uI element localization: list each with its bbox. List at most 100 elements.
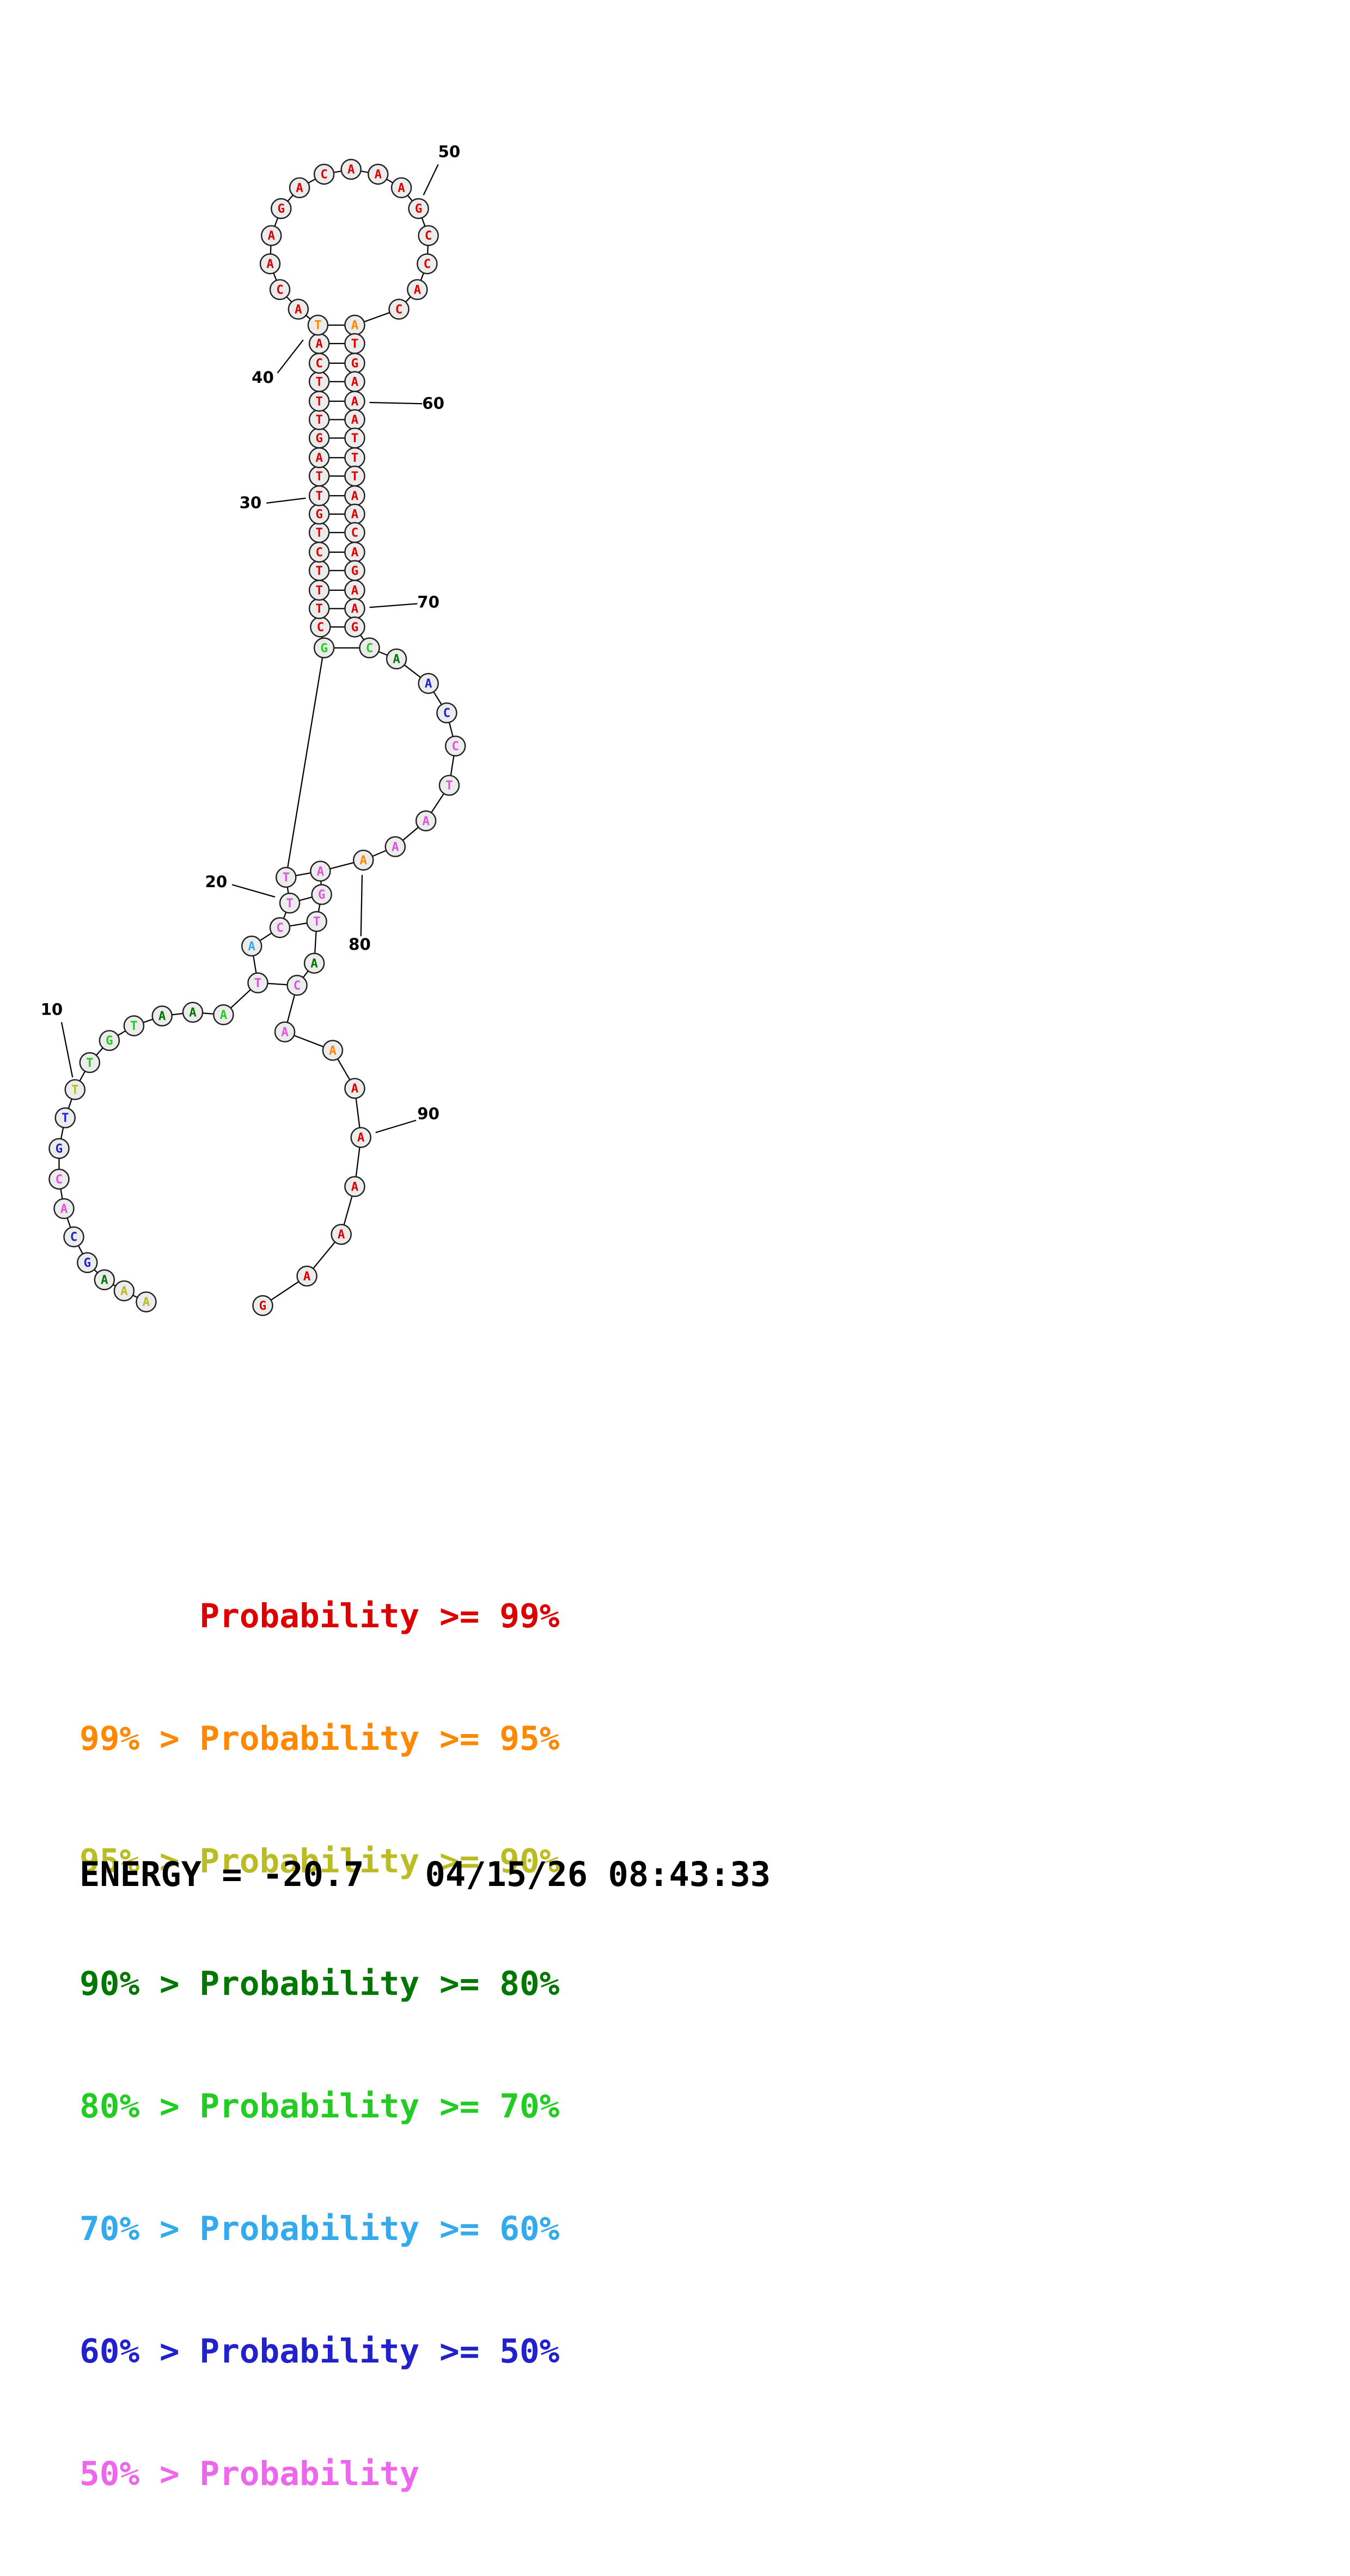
position-label: 30 [240,493,262,512]
nucleotide-letter: T [62,1111,69,1125]
nucleotide-letter: A [338,1228,345,1242]
nucleotide-letter: T [351,337,359,351]
nucleotide-circle [113,1280,135,1302]
nucleotide-letter: C [315,357,323,371]
nucleotide-letter: T [351,451,359,465]
nucleotide-letter: A [101,1273,108,1287]
nucleotide-circle [123,1015,145,1036]
nucleotide-circle [94,1269,115,1291]
nucleotide-letter: A [351,413,359,427]
position-label: 50 [438,142,461,161]
nucleotide-circle [77,1252,98,1273]
nucleotide-circle [418,673,439,694]
nucleotide-circle [307,314,329,336]
nucleotide-letter: A [414,283,422,297]
legend-line-p80: 90% > Probability >= 80% [80,1964,560,2003]
position-tick [277,339,304,374]
nucleotide-circle [259,253,281,274]
legend-line-p70: 80% > Probability >= 70% [80,2087,560,2126]
nucleotide-circle [271,198,292,219]
legend-line-p90: 95% > Probability >= 90% [80,1842,560,1881]
nucleotide-letter: T [130,1019,138,1033]
nucleotide-letter: A [329,1043,337,1058]
nucleotide-letter: A [303,1269,311,1284]
nucleotide-circle [286,974,308,996]
nucleotide-letter: A [351,602,359,616]
nucleotide-letter: A [189,1005,197,1020]
nucleotide-letter: A [351,546,359,560]
nucleotide-letter: C [320,168,328,182]
nucleotide-circle [296,1265,317,1287]
nucleotide-circle [48,1138,70,1159]
legend-line-lt50: 50% > Probability [80,2455,420,2493]
nucleotide-circle [79,1052,101,1073]
nucleotide-circle [367,163,389,185]
nucleotide-letter: A [351,394,359,408]
nucleotide-letter: T [315,583,323,597]
nucleotide-letter: G [351,620,359,634]
nucleotide-letter: A [351,319,359,333]
position-tick [369,401,423,405]
nucleotide-letter: A [310,956,318,970]
position-tick [423,164,439,196]
nucleotide-circle [436,702,457,724]
nucleotide-circle [274,1021,296,1043]
nucleotide-letter: T [86,1056,94,1070]
nucleotide-circle [63,1226,84,1248]
nucleotide-circle [241,935,262,957]
nucleotide-letter: A [120,1284,128,1298]
nucleotide-circle [289,177,310,198]
nucleotide-letter: A [315,451,323,465]
nucleotide-letter: C [315,546,323,560]
nucleotide-letter: A [315,337,323,351]
nucleotide-circle [415,810,437,832]
position-tick [375,1119,417,1133]
nucleotide-letter: A [351,583,359,597]
nucleotide-letter: T [315,564,323,578]
energy-line: ENERGY = -20.7 04/15/26 08:43:33 [80,1854,771,1894]
nucleotide-circle [344,616,365,638]
nucleotide-letter: T [283,871,290,885]
nucleotide-letter: A [317,864,325,878]
nucleotide-letter: T [315,413,323,427]
nucleotide-letter: T [314,319,322,333]
nucleotide-circle [418,225,439,246]
nucleotide-letter: T [315,394,323,408]
nucleotide-letter: G [320,641,328,655]
nucleotide-circle [407,279,428,300]
legend-line-p95: 99% > Probability >= 95% [80,1719,560,1758]
nucleotide-letter: T [313,915,321,929]
nucleotide-circle [136,1291,157,1313]
nucleotide-letter: A [143,1295,150,1309]
nucleotide-letter: A [60,1202,68,1216]
nucleotide-letter: G [106,1034,113,1048]
nucleotide-letter: C [351,526,359,540]
nucleotide-letter: T [315,526,323,540]
nucleotide-letter: T [254,976,262,990]
nucleotide-circle [310,860,331,882]
nucleotide-letter: A [392,840,399,854]
nucleotide-circle [260,225,282,246]
nucleotide-letter: G [259,1299,267,1313]
legend-line-p99: Probability >= 99% [80,1597,560,1635]
nucleotide-circle [213,1004,234,1025]
nucleotide-letter: A [267,229,275,243]
nucleotide-letter: A [295,302,302,316]
nucleotide-circle [53,1198,75,1219]
nucleotide-circle [48,1168,70,1190]
nucleotide-letter: C [276,283,284,297]
nucleotide-letter: T [315,489,323,503]
nucleotide-circle [438,774,460,796]
nucleotide-letter: C [70,1230,78,1244]
nucleotide-circle [322,1040,344,1061]
nucleotide-circle [99,1030,120,1051]
nucleotide-circle [247,972,268,993]
nucleotide-circle [269,279,291,300]
nucleotide-letter: T [315,602,323,616]
nucleotide-circle [306,911,327,932]
nucleotide-circle [384,836,406,857]
nucleotide-circle [182,1002,204,1023]
position-label: 20 [205,872,227,891]
nucleotide-letter: A [248,939,255,954]
